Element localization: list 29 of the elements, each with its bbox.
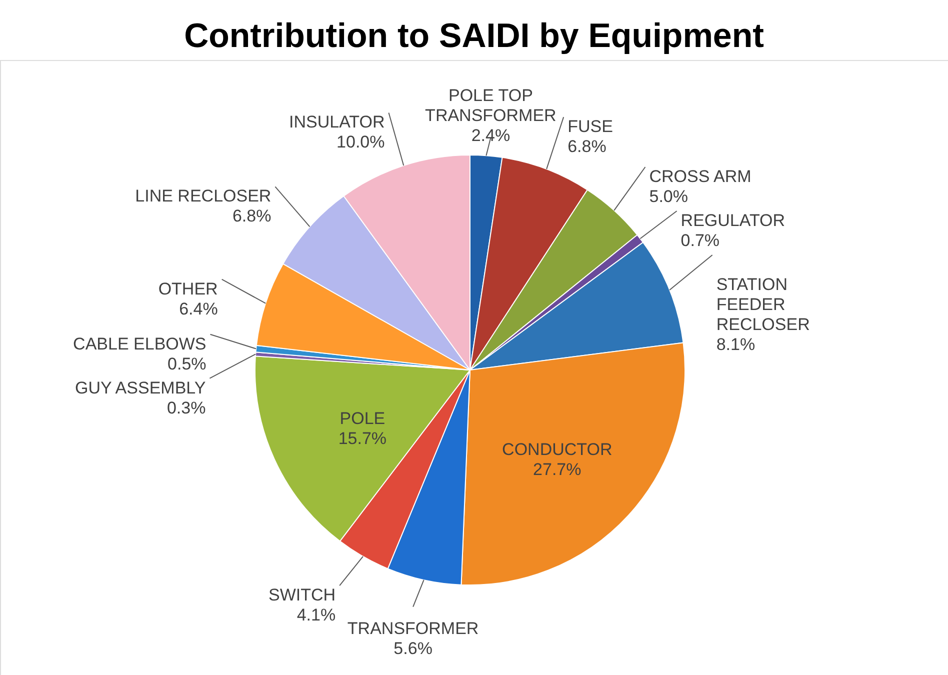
data-label: 0.3% <box>166 398 206 418</box>
data-label: 15.7% <box>338 429 387 448</box>
data-label: 5.6% <box>394 638 432 658</box>
data-label: 27.7% <box>533 460 582 479</box>
slice-label: INSULATOR <box>289 112 385 132</box>
slice-label: REGULATOR <box>680 211 786 230</box>
data-label: 0.5% <box>168 354 206 374</box>
data-label: 6.8% <box>568 137 606 156</box>
slice-label: POLE <box>340 409 386 428</box>
data-label: 8.1% <box>716 335 756 354</box>
data-label: 5.0% <box>649 187 688 206</box>
slice-label: STATION FEEDER RECLOSER <box>716 275 810 334</box>
slice-label: POLE TOP TRANSFORMER <box>425 86 556 125</box>
slice-label: GUY ASSEMBLY <box>74 378 206 398</box>
data-label: 6.4% <box>179 299 218 318</box>
slice-label: LINE RECLOSER <box>135 186 272 206</box>
data-label: 6.8% <box>232 206 272 226</box>
data-label: 0.7% <box>680 231 720 250</box>
slice-label: CONDUCTOR <box>502 440 612 459</box>
slice-label: SWITCH <box>268 586 336 605</box>
chart-title: Contribution to SAIDI by Equipment <box>184 17 764 55</box>
slice-label: OTHER <box>158 279 218 298</box>
data-label: 10.0% <box>336 132 385 152</box>
slice-label: FUSE <box>568 117 613 136</box>
slice-label: CROSS ARM <box>649 167 752 186</box>
slice-label: CABLE ELBOWS <box>73 334 206 354</box>
slice-label: TRANSFORMER <box>347 618 479 638</box>
data-label: 4.1% <box>296 606 336 625</box>
data-label: 2.4% <box>471 126 510 145</box>
